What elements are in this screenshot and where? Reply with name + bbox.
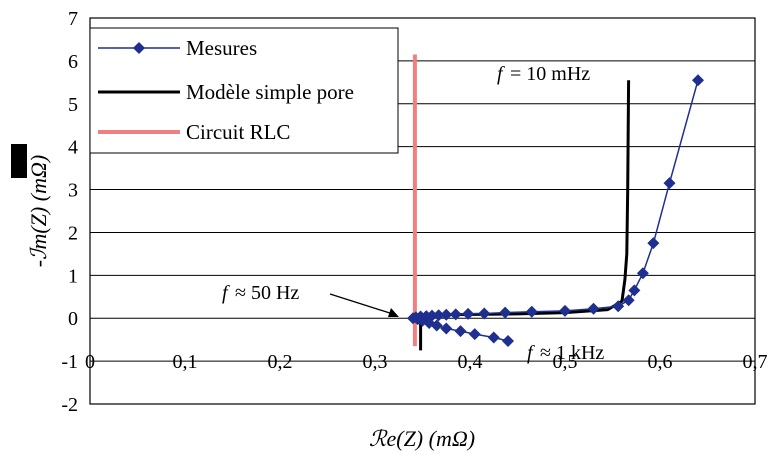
annot-mid-arrowhead: [388, 308, 399, 317]
y-tick-label: 4: [68, 137, 78, 159]
y-axis-title: -ℐm(Z) (mΩ): [26, 155, 51, 267]
y-tick-label: 2: [68, 222, 78, 244]
data-point: [525, 305, 538, 318]
legend-rlc-label: Circuit RLC: [186, 120, 290, 144]
y-tick-label: -2: [61, 394, 78, 416]
data-point: [612, 300, 625, 313]
data-point: [628, 284, 641, 297]
x-tick-label: 0,2: [268, 351, 293, 373]
legend-mesures-label: Mesures: [186, 36, 257, 60]
x-tick-label: 0,7: [743, 351, 768, 373]
y-tick-label: 5: [68, 94, 78, 116]
annot-mid-arrow: [329, 293, 397, 316]
annotations: f = 10 mHz f ≈ 50 Hz f ≈ 1 kHz: [222, 63, 604, 364]
data-point: [663, 177, 676, 190]
legend: Mesures Modèle simple pore Circuit RLC: [89, 27, 399, 154]
y-tick-label: 0: [68, 308, 78, 330]
x-tick-label: 0,3: [363, 351, 388, 373]
data-point: [432, 309, 445, 322]
data-point: [587, 302, 600, 315]
data-point: [478, 307, 491, 320]
data-point: [468, 328, 481, 341]
data-point: [462, 307, 475, 320]
y-tick-label: 7: [68, 8, 78, 30]
annot-high-f-symbol: f: [527, 342, 535, 364]
legend-model-label: Modèle simple pore: [186, 80, 354, 104]
data-point: [449, 308, 462, 321]
x-tick-label: 0,4: [458, 351, 483, 373]
x-tick-label: 0: [85, 351, 95, 373]
y-tick-label: 1: [68, 265, 78, 287]
svg-text:-ℐm(Z) (mΩ): -ℐm(Z) (mΩ): [26, 155, 51, 267]
data-point: [440, 308, 453, 321]
data-point: [559, 304, 571, 317]
data-point: [502, 334, 514, 347]
data-point: [487, 331, 500, 344]
x-tick-label: 0,1: [173, 351, 198, 373]
x-axis-title: ℛe(Z) (mΩ): [369, 426, 475, 451]
annot-mid-freq: ≈ 50 Hz: [235, 282, 299, 304]
series-layer: [407, 54, 704, 351]
redaction-box: [11, 144, 27, 178]
y-tick-labels: -2 -1 0 1 2 3 4 5 6 7: [61, 8, 78, 416]
plot-area: [89, 17, 756, 405]
x-tick-labels: 0 0,1 0,2 0,3 0,4 0,5 0,6 0,7: [85, 351, 768, 373]
data-point: [692, 74, 704, 87]
y-tick-label: 3: [68, 180, 78, 202]
data-point: [426, 309, 438, 322]
legend-mesures-marker: [133, 42, 145, 54]
data-point: [622, 294, 635, 307]
annot-mid-f-symbol: f: [222, 282, 230, 304]
data-point: [499, 306, 512, 319]
series-line-0: [412, 79, 699, 342]
data-point: [647, 237, 660, 250]
data-point: [454, 325, 467, 338]
y-tick-label: -1: [61, 351, 78, 373]
y-tick-label: 6: [68, 51, 78, 73]
annot-high-freq: ≈ 1 kHz: [540, 342, 604, 364]
data-point: [440, 322, 453, 335]
data-point: [636, 267, 649, 280]
annot-low-f-symbol: f: [497, 63, 505, 85]
x-tick-label: 0,6: [648, 351, 673, 373]
annot-low-freq: = 10 mHz: [510, 63, 590, 85]
x-tick-label: 0,5: [553, 351, 578, 373]
